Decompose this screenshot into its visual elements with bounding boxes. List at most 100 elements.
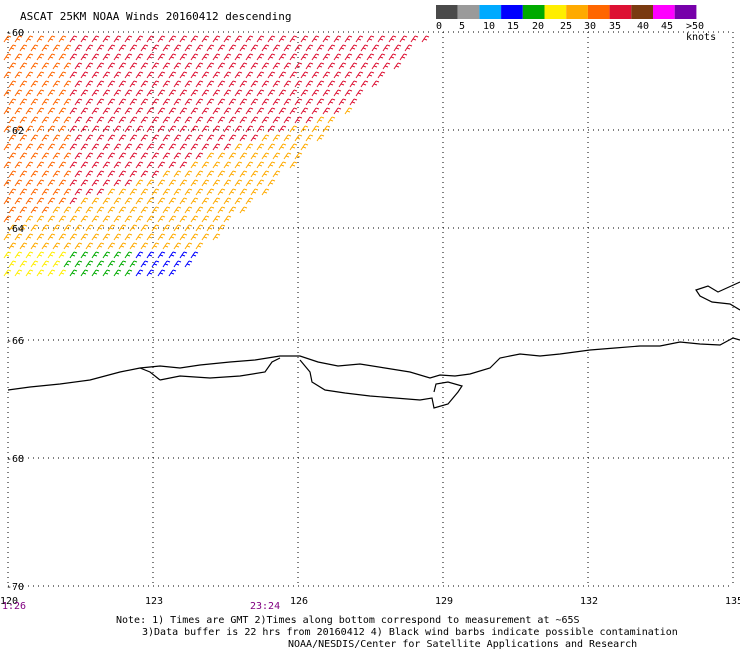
wind-barb	[118, 224, 127, 232]
wind-barb	[206, 98, 215, 106]
wind-barb	[3, 143, 12, 151]
wind-barb	[217, 80, 226, 88]
wind-barb	[8, 242, 17, 250]
wind-barb	[217, 134, 226, 142]
wind-barb	[58, 35, 67, 43]
latitude-labels: -60 -62 -64 -66 -68 -70	[6, 28, 24, 593]
wind-barb	[272, 170, 281, 178]
wind-barb	[19, 170, 28, 178]
wind-barb	[96, 134, 105, 142]
wind-barb	[239, 170, 248, 178]
wind-barb	[25, 161, 34, 169]
wind-barb	[371, 62, 380, 70]
wind-barb	[96, 260, 105, 268]
wind-barb	[91, 215, 100, 223]
wind-barb	[206, 62, 215, 70]
wind-barb	[41, 134, 50, 142]
wind-barb	[135, 89, 144, 97]
wind-barb	[113, 269, 122, 277]
wind-barb	[140, 98, 149, 106]
wind-barb	[234, 71, 243, 79]
wind-barb	[305, 116, 314, 124]
wind-barb	[85, 152, 94, 160]
wind-barb	[234, 125, 243, 133]
wind-barb	[107, 188, 116, 196]
wind-barb	[19, 260, 28, 268]
wind-barb	[47, 215, 56, 223]
wind-barb	[113, 161, 122, 169]
wind-barb	[102, 89, 111, 97]
wind-barb	[272, 134, 281, 142]
wind-barb	[294, 44, 303, 52]
wind-barb	[25, 233, 34, 241]
scale-label-35: 35	[609, 21, 622, 32]
wind-barb	[3, 125, 12, 133]
scale-label-25: 25	[560, 21, 573, 32]
wind-barb	[195, 98, 204, 106]
wind-barb	[267, 143, 276, 151]
wind-barb	[327, 80, 336, 88]
wind-barb	[69, 197, 78, 205]
wind-barb	[96, 98, 105, 106]
wind-barb	[85, 260, 94, 268]
wind-barb	[30, 44, 39, 52]
wind-barb	[135, 251, 144, 259]
wind-barb	[421, 35, 430, 43]
wind-barb	[85, 188, 94, 196]
wind-barb	[206, 170, 215, 178]
wind-barb	[157, 143, 166, 151]
wind-barb	[135, 53, 144, 61]
colorbar-swatch	[479, 5, 502, 19]
wind-barb	[212, 215, 221, 223]
wind-barb	[179, 233, 188, 241]
wind-barb	[8, 152, 17, 160]
wind-barb	[47, 269, 56, 277]
wind-barb	[272, 44, 281, 52]
wind-barb	[278, 143, 287, 151]
wind-barb	[168, 89, 177, 97]
wind-barb	[217, 188, 226, 196]
wind-barb	[239, 188, 248, 196]
wind-barb	[195, 242, 204, 250]
wind-barb	[212, 71, 221, 79]
wind-barb	[250, 170, 259, 178]
wind-barb	[14, 35, 23, 43]
wind-barb	[151, 170, 160, 178]
wind-barb	[256, 107, 265, 115]
wind-barb	[201, 161, 210, 169]
wind-barb	[300, 35, 309, 43]
wind-barb	[256, 35, 265, 43]
wind-barb	[322, 35, 331, 43]
wind-barb	[223, 53, 232, 61]
wind-barb	[267, 89, 276, 97]
wind-barb	[179, 89, 188, 97]
wind-barb	[267, 71, 276, 79]
wind-barb	[223, 197, 232, 205]
wind-barb	[184, 44, 193, 52]
wind-barb	[140, 206, 149, 214]
wind-barb	[52, 44, 61, 52]
wind-barb	[129, 62, 138, 70]
wind-barb	[118, 152, 127, 160]
wind-barb	[278, 107, 287, 115]
wind-barb	[80, 197, 89, 205]
wind-barb	[8, 260, 17, 268]
wind-barb	[195, 170, 204, 178]
wind-barb	[58, 89, 67, 97]
wind-barb	[135, 179, 144, 187]
wind-barb	[14, 71, 23, 79]
wind-barb	[162, 44, 171, 52]
wind-barb	[250, 62, 259, 70]
wind-barb	[58, 197, 67, 205]
wind-barb	[102, 251, 111, 259]
wind-barb	[173, 152, 182, 160]
wind-barb	[47, 251, 56, 259]
wind-barb	[289, 161, 298, 169]
wind-barb	[47, 125, 56, 133]
wind-barb	[91, 53, 100, 61]
wind-barb	[157, 215, 166, 223]
wind-barb	[267, 179, 276, 187]
wind-barb	[36, 251, 45, 259]
wind-barb	[41, 188, 50, 196]
wind-barb	[223, 89, 232, 97]
